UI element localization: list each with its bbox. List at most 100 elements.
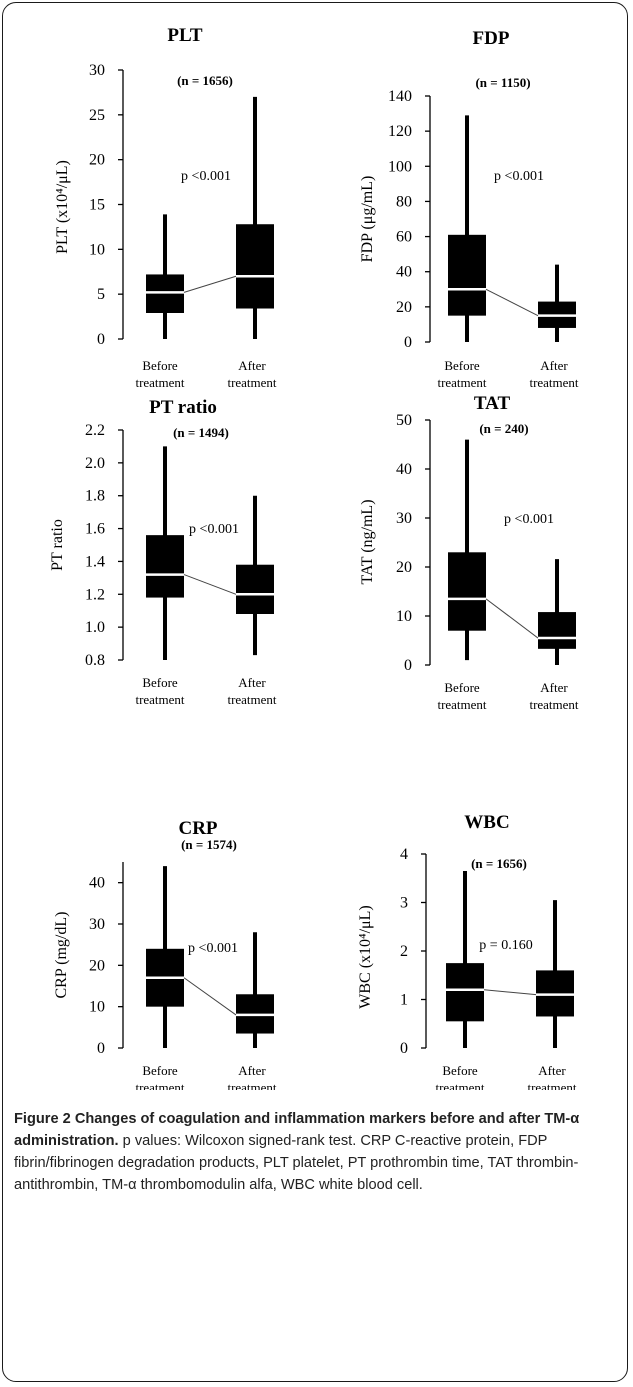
x-category-label: After treatment <box>529 680 578 712</box>
caption-body: p values: Wilcoxon signed-rank test. CRP… <box>14 1132 579 1193</box>
panel-title: PLT <box>167 25 203 46</box>
y-tick-label: 1.4 <box>85 553 105 570</box>
y-tick-label: 1.6 <box>85 521 105 538</box>
y-tick-label: 15 <box>89 197 105 214</box>
box-after <box>236 96 274 339</box>
n-label: (n = 1656) <box>177 73 233 88</box>
panel-title: WBC <box>464 812 509 833</box>
y-tick-label: 40 <box>89 875 105 892</box>
figure-caption: Figure 2 Changes of coagulation and infl… <box>14 1108 619 1196</box>
box-iqr <box>236 224 274 309</box>
box-before <box>146 214 184 339</box>
y-tick-label: 30 <box>89 62 105 79</box>
y-tick-label: 10 <box>396 608 412 625</box>
p-value-label: p <0.001 <box>189 522 239 537</box>
y-tick-label: 20 <box>89 152 105 169</box>
y-tick-label: 0 <box>97 331 105 348</box>
x-category-label: Before treatment <box>135 675 184 707</box>
panel-title: PT ratio <box>149 397 217 418</box>
x-category-label: Before treatment <box>437 358 486 390</box>
box-after <box>236 495 274 656</box>
y-tick-label: 60 <box>396 229 412 246</box>
box-iqr <box>446 963 484 1022</box>
y-tick-label: 2.2 <box>85 422 105 439</box>
y-axis-label: FDP (μg/mL) <box>359 176 376 263</box>
y-tick-label: 30 <box>396 510 412 527</box>
panel-4: TAT 0 10 20 30 40 50 TAT (ng/mL) (n = 240) p <0.0… <box>359 393 579 712</box>
median-connector <box>485 288 539 317</box>
box-before <box>146 866 184 1048</box>
box-iqr <box>146 535 184 598</box>
p-value-label: p <0.001 <box>181 169 231 184</box>
y-axis-label: PT ratio <box>49 519 66 571</box>
median-connector <box>485 598 539 639</box>
n-label: (n = 1494) <box>173 425 229 440</box>
y-tick-label: 5 <box>97 286 105 303</box>
y-axis-label: PLT (x10⁴/μL) <box>54 160 71 254</box>
box-before <box>448 115 486 342</box>
x-category-label: After treatment <box>227 675 276 707</box>
y-tick-label: 0.8 <box>85 652 105 669</box>
x-category-label: Before treatment <box>437 680 486 712</box>
box-iqr <box>448 552 486 631</box>
panel-5: CRP 0 10 20 30 40 CRP (mg/dL) (n = 1574) p <0.00… <box>53 818 277 1090</box>
y-tick-label: 4 <box>400 846 408 863</box>
x-category-label: Before treatment <box>435 1063 484 1090</box>
caption-title: Figure 2 Changes of coagulation and infl… <box>14 1110 580 1149</box>
median-connector <box>183 977 237 1016</box>
panel-title: CRP <box>178 818 217 839</box>
y-tick-label: 50 <box>396 412 412 429</box>
y-tick-label: 100 <box>388 158 412 175</box>
y-tick-label: 40 <box>396 461 412 478</box>
median-connector <box>183 574 237 595</box>
x-category-label: Before treatment <box>135 358 184 390</box>
panel-6: WBC 0 1 2 3 4 WBC (x10⁴/μL) (n = 1656) p = 0.160… <box>357 812 577 1090</box>
x-category-label: After treatment <box>529 358 578 390</box>
y-tick-label: 140 <box>388 88 412 105</box>
y-tick-label: 10 <box>89 999 105 1016</box>
x-category-label: After treatment <box>227 1063 276 1090</box>
y-tick-label: 1.8 <box>85 488 105 505</box>
panel-1: PLT 0 5 10 15 20 25 30 PLT (x10⁴/μL) (n = 1656) p … <box>54 25 277 390</box>
y-axis-label: WBC (x10⁴/μL) <box>357 905 374 1008</box>
y-tick-label: 0 <box>400 1040 408 1057</box>
y-tick-label: 0 <box>97 1040 105 1057</box>
y-tick-label: 20 <box>89 957 105 974</box>
y-tick-label: 3 <box>400 895 408 912</box>
box-before <box>446 870 484 1048</box>
box-iqr <box>448 234 486 316</box>
n-label: (n = 1574) <box>181 837 237 852</box>
x-category-label: Before treatment <box>135 1063 184 1090</box>
y-tick-label: 20 <box>396 299 412 316</box>
y-tick-label: 0 <box>404 657 412 674</box>
box-after <box>538 264 576 342</box>
box-iqr <box>146 274 184 313</box>
x-category-label: After treatment <box>527 1063 576 1090</box>
n-label: (n = 240) <box>479 421 528 436</box>
panel-title: TAT <box>474 393 511 414</box>
y-tick-label: 10 <box>89 241 105 258</box>
box-before <box>448 439 486 661</box>
y-tick-label: 80 <box>396 193 412 210</box>
y-tick-label: 2.0 <box>85 455 105 472</box>
p-value-label: p <0.001 <box>504 512 554 527</box>
y-tick-label: 1.0 <box>85 619 105 636</box>
box-after <box>236 932 274 1048</box>
box-after <box>538 559 576 665</box>
y-tick-label: 30 <box>89 916 105 933</box>
panel-2: FDP 0 20 40 60 80 100 120 140 FDP (μg/mL) (n = 115… <box>359 28 579 390</box>
y-tick-label: 20 <box>396 559 412 576</box>
y-tick-label: 40 <box>396 264 412 281</box>
y-tick-label: 0 <box>404 334 412 351</box>
p-value-label: p = 0.160 <box>479 938 532 953</box>
y-axis-label: TAT (ng/mL) <box>359 499 376 584</box>
box-after <box>536 900 574 1048</box>
median-connector <box>483 989 537 996</box>
n-label: (n = 1150) <box>475 75 530 90</box>
box-iqr <box>538 612 576 649</box>
box-iqr <box>236 564 274 614</box>
panel-title: FDP <box>473 28 510 49</box>
y-tick-label: 1 <box>400 992 408 1009</box>
